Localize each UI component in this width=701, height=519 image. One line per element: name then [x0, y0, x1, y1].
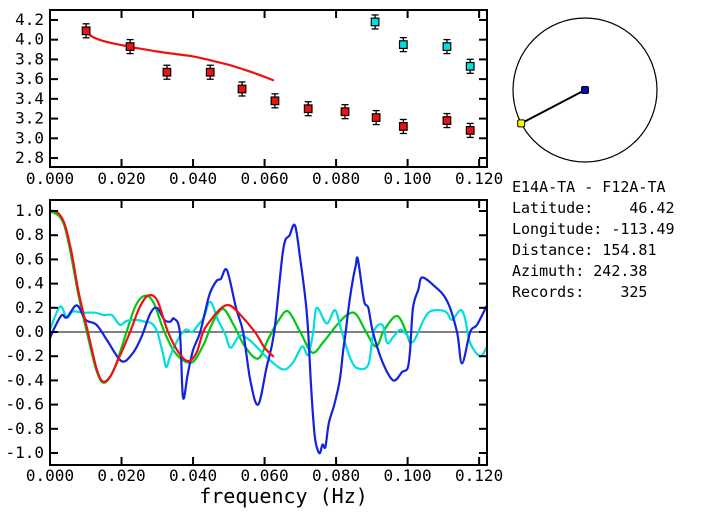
data-point-marker[interactable] — [442, 112, 452, 129]
correlation-blue — [48, 223, 489, 455]
square-marker[interactable] — [398, 122, 408, 131]
square-marker[interactable] — [125, 42, 135, 51]
data-point-marker[interactable] — [465, 122, 475, 139]
data-point-marker[interactable] — [270, 93, 280, 109]
dispersion-plot: 0.000 0.020 0.040 0.060 0.080 0.100 0.1202.83.… — [15, 9, 503, 188]
data-point-marker[interactable] — [465, 58, 475, 74]
data-point-marker[interactable] — [237, 81, 247, 97]
y-tick-label: 0.2 — [15, 298, 44, 317]
info-line-azimuth: Azimuth: 242.38 — [512, 262, 648, 280]
data-point-marker[interactable] — [398, 118, 408, 135]
data-point-marker[interactable] — [340, 104, 350, 120]
data-point-marker[interactable] — [162, 64, 172, 80]
x-axis-label: frequency (Hz) — [199, 484, 368, 508]
axes-frame — [49, 9, 488, 168]
x-tick-label: 0.040 — [169, 466, 217, 485]
info-line-records: Records: 325 — [512, 283, 648, 301]
data-point-marker[interactable] — [205, 64, 215, 80]
data-point-marker[interactable] — [398, 36, 408, 53]
y-tick-label: 0.8 — [15, 225, 44, 244]
dispersion-picks-red — [81, 23, 475, 139]
data-point-marker[interactable] — [370, 14, 380, 30]
center-station-dot — [581, 86, 589, 94]
y-tick-label: 3.2 — [15, 109, 44, 128]
x-tick-label: 0.100 — [384, 466, 432, 485]
x-tick-label: 0.020 — [97, 466, 145, 485]
x-tick-label: 0.100 — [384, 169, 432, 188]
x-tick-label: 0.060 — [240, 466, 288, 485]
square-marker[interactable] — [371, 113, 381, 122]
data-point-marker[interactable] — [371, 109, 381, 126]
data-point-marker[interactable] — [125, 38, 135, 55]
reference-dispersion-curve — [82, 28, 275, 82]
square-marker[interactable] — [303, 104, 313, 114]
square-marker[interactable] — [270, 96, 280, 106]
y-tick-label: 3.8 — [15, 49, 44, 68]
y-tick-label: -0.8 — [5, 419, 44, 438]
x-tick-label: 0.020 — [97, 169, 145, 188]
x-tick-label: 0.040 — [169, 169, 217, 188]
y-tick-label: 0.0 — [15, 322, 44, 341]
azimuth-diagram — [512, 17, 658, 163]
x-tick-label: 0.120 — [455, 466, 503, 485]
x-tick-label: 0.000 — [26, 466, 74, 485]
y-tick-label: -0.2 — [5, 346, 44, 365]
x-tick-label: 0.080 — [312, 169, 360, 188]
y-tick-label: -0.4 — [5, 370, 44, 389]
y-tick-label: 3.0 — [15, 128, 44, 147]
square-marker[interactable] — [81, 26, 91, 36]
square-marker[interactable] — [465, 61, 475, 71]
square-marker[interactable] — [398, 40, 408, 50]
y-tick-label: 4.0 — [15, 30, 44, 49]
x-tick-label: 0.080 — [312, 466, 360, 485]
info-line-latitude: Latitude: 46.42 — [512, 199, 675, 217]
azimuth-line — [520, 89, 586, 125]
square-marker[interactable] — [162, 67, 172, 77]
correlation-red — [48, 209, 275, 383]
square-marker[interactable] — [205, 67, 215, 77]
remote-station-dot — [517, 119, 526, 128]
y-tick-label: 2.8 — [15, 148, 44, 167]
square-marker[interactable] — [442, 42, 452, 51]
y-tick-label: 4.2 — [15, 10, 44, 29]
y-tick-label: -1.0 — [5, 443, 44, 462]
square-marker[interactable] — [340, 107, 350, 117]
square-marker[interactable] — [237, 84, 247, 94]
station-info-panel: E14A-TA - F12A-TA Latitude: 46.42 Longit… — [512, 177, 675, 303]
info-line-distance: Distance: 154.81 — [512, 241, 657, 259]
data-point-marker[interactable] — [442, 38, 452, 55]
y-tick-label: -0.6 — [5, 395, 44, 414]
data-point-marker[interactable] — [303, 101, 313, 117]
correlation-plot: 0.000 0.020 0.040 0.060 0.080 0.100 0.120 -1.0 -… — [5, 199, 503, 508]
y-tick-label: 3.4 — [15, 89, 44, 108]
square-marker[interactable] — [370, 17, 380, 27]
station-pair-title: E14A-TA - F12A-TA — [512, 178, 666, 196]
data-point-marker[interactable] — [81, 23, 91, 39]
x-tick-label: 0.120 — [455, 169, 503, 188]
info-line-longitude: Longitude: -113.49 — [512, 220, 675, 238]
correlation-green — [48, 209, 412, 384]
y-tick-label: 1.0 — [15, 201, 44, 220]
x-tick-label: 0.000 — [26, 169, 74, 188]
dispersion-picks-cyan — [370, 14, 475, 74]
y-tick-label: 3.6 — [15, 69, 44, 88]
square-marker[interactable] — [465, 126, 475, 135]
y-tick-label: 0.4 — [15, 274, 44, 293]
square-marker[interactable] — [442, 116, 452, 125]
y-tick-label: 0.6 — [15, 249, 44, 268]
azimuth-circle — [512, 17, 658, 163]
x-tick-label: 0.060 — [240, 169, 288, 188]
